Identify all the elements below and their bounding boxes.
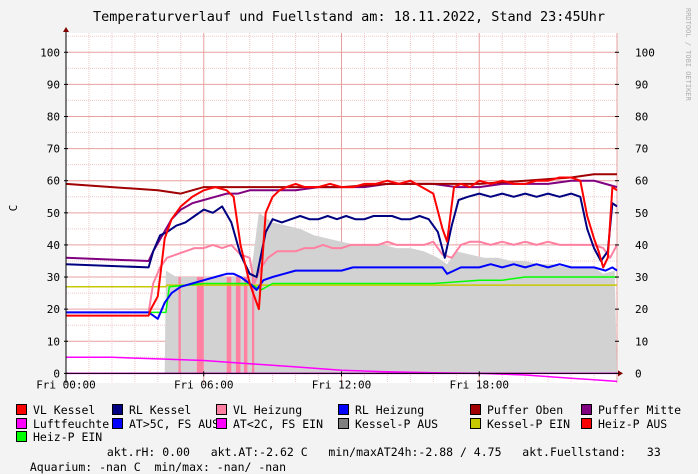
series-rl-heizung [66,263,618,320]
y-tick-labels-right: 0 10 20 30 40 50 60 70 80 90 100 [635,46,655,380]
y-tick-label: 10 [47,335,60,348]
y-tick-label-right: 50 [635,207,648,220]
x-tick-label: Fri 06:00 [174,378,234,391]
legend-item-kessel-p-aus: Kessel-P AUS [338,417,438,432]
heiz-p-bars [178,277,255,374]
y-axis-label: C [7,205,20,212]
y-tick-label: 30 [47,271,60,284]
legend-label: AT>5C, FS AUS [129,416,220,431]
legend-item-kessel-p-ein: Kessel-P EIN [470,417,570,432]
y-tick-label: 20 [47,303,60,316]
series-kessel-p-ein [66,284,617,288]
legend-item-rl-heizung: RL Heizung [338,403,424,418]
legend-item-vl-kessel: VL Kessel [16,403,95,418]
legend-label: Heiz-P EIN [33,430,103,444]
legend-label: RL Heizung [355,403,425,417]
chart-title: Temperaturverlauf und Fuellstand am: 18.… [93,9,605,25]
legend-swatch [338,417,349,429]
y-tick-labels-left: 0 10 20 30 40 50 60 70 80 90 100 [40,46,60,380]
legend-swatch [16,404,27,415]
legend-label: VL Kessel [33,403,96,417]
legend-swatch [470,417,481,429]
legend-label: Kessel-P AUS [355,416,439,431]
y-tick-label: 60 [47,175,60,188]
legend-label: Puffer Mitte [598,403,682,417]
legend-swatch [112,404,123,415]
info-line-4: Aquarium: -nan C min/max: -nan/ -nan [16,446,286,474]
heiz-p-bar [226,277,232,374]
aquarium-info: Aquarium: -nan C min/max: -nan/ -nan [29,460,287,474]
legend-label: Heiz-P AUS [598,416,668,431]
legend-label: AT<2C, FS EIN [233,416,324,431]
legend-swatch [581,417,592,429]
y-tick-label: 100 [40,46,60,59]
info-line-3: akt.rH: 0.00 akt.AT:-2.62 C min/maxAT24h… [93,431,661,459]
heiz-p-bar [178,277,181,374]
legend-swatch [470,404,481,415]
watermark: RRDTOOL / TOBI OETIKER [684,8,692,102]
y-tick-label-right: 90 [635,78,648,91]
y-tick-label-right: 60 [635,175,648,188]
x-tick-labels: Fri 00:00 Fri 06:00 Fri 12:00 Fri 18:00 [36,378,509,391]
legend-label: VL Heizung [233,403,303,417]
y-axis-arrow [63,27,69,32]
y-tick-label-right: 0 [635,367,642,380]
legend-item-heiz-p-ein: Heiz-P EIN [16,430,102,445]
legend-swatch [16,431,27,442]
y-tick-label: 70 [47,143,60,156]
series-vl-kessel [66,176,618,317]
legend-swatch [216,417,227,429]
legend-item-at-2c-fs-ein: AT<2C, FS EIN [216,417,323,432]
y-tick-label-right: 10 [635,335,648,348]
y-tick-label-right: 70 [635,143,648,156]
legend-label: Puffer Oben [487,403,564,417]
x-tick-label: Fri 18:00 [449,378,509,391]
series-heiz-p-ein [66,276,617,314]
y-tick-label-right: 80 [635,110,648,123]
legend-label: Luftfeuchte [33,416,110,431]
y-tick-label: 40 [47,239,60,252]
legend-item-puffer-oben: Puffer Oben [470,403,563,418]
series-rl-kessel [65,192,618,278]
legend-swatch [216,404,227,415]
grid [65,33,618,383]
axes [63,27,623,383]
heiz-p-bar [251,277,255,374]
heiz-p-bar [196,277,204,374]
legend-swatch [112,417,123,429]
legend-item-luftfeuchte: Luftfeuchte [16,417,109,432]
series-vl-heizung [66,240,618,314]
y-tick-label: 80 [47,110,60,123]
legend-item-at-5c-fs-aus: AT>5C, FS AUS [112,417,219,432]
y-tick-label: 90 [47,78,60,91]
legend-item-heiz-p-aus: Heiz-P AUS [581,417,667,432]
legend-swatch [16,417,27,429]
legend-item-puffer-mitte: Puffer Mitte [581,403,681,418]
legend-label: Kessel-P EIN [487,416,571,431]
x-tick-label: Fri 00:00 [36,378,96,391]
y-tick-label-right: 100 [635,46,655,59]
x-tick-label: Fri 12:00 [312,378,372,391]
legend-item-vl-heizung: VL Heizung [216,403,302,418]
x-axis-arrow [618,370,623,377]
y-tick-label-right: 40 [635,239,648,252]
y-tick-label: 0 [53,367,60,380]
legend-swatch [338,404,349,415]
legend-swatch [581,404,592,415]
y-tick-label-right: 30 [635,271,648,284]
series-luftfeuchte [66,356,618,383]
y-tick-label-right: 20 [635,303,648,316]
heiz-p-bar [235,277,241,374]
y-tick-label: 50 [47,207,60,220]
series-lines [65,173,618,383]
info-values: akt.rH: 0.00 akt.AT:-2.62 C min/maxAT24h… [106,445,661,459]
legend-item-rl-kessel: RL Kessel [112,403,191,418]
legend-label: RL Kessel [129,403,192,417]
heiz-p-bar [243,277,248,374]
